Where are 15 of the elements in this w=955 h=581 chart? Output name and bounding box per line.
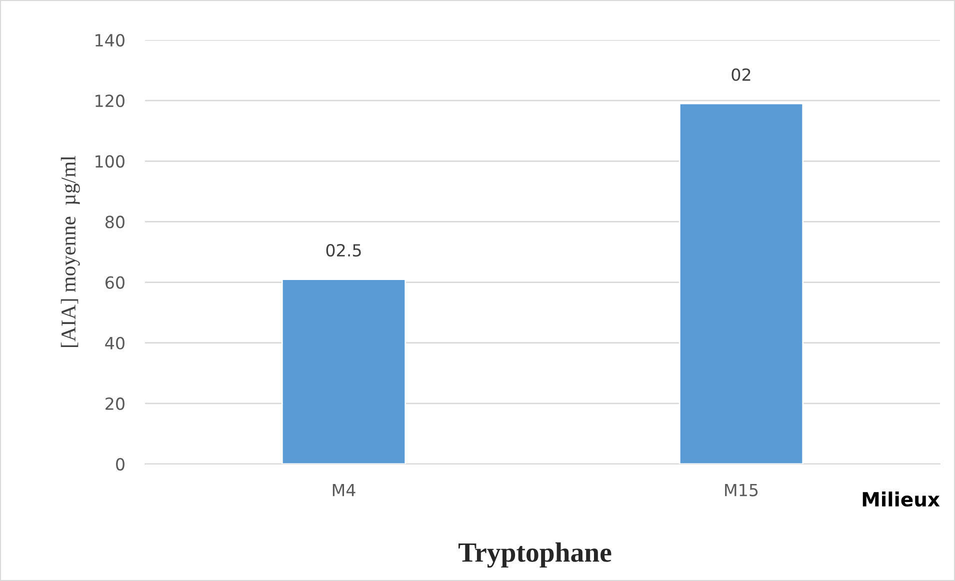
annotation: 02.5	[326, 244, 361, 257]
x-axis-title: Milieux	[862, 492, 940, 507]
y-tick-label: 140	[96, 34, 124, 47]
annotation: 02	[732, 68, 750, 81]
y-tick-label: 60	[106, 276, 124, 289]
y-tick-label: 120	[96, 94, 124, 108]
text: Tryptophane	[458, 542, 612, 568]
y-axis-title: [AIA] moyenne µg/ml	[60, 156, 80, 347]
x-tick-label: M4	[332, 484, 356, 496]
y-tick-label: 80	[105, 216, 124, 228]
y-tick-label: 20	[106, 397, 124, 410]
y-tick-label: 100	[96, 155, 124, 168]
y-tick-label: 40	[105, 336, 124, 350]
y-tick-label: 0	[116, 458, 124, 471]
x-tick-label: M15	[725, 484, 758, 496]
